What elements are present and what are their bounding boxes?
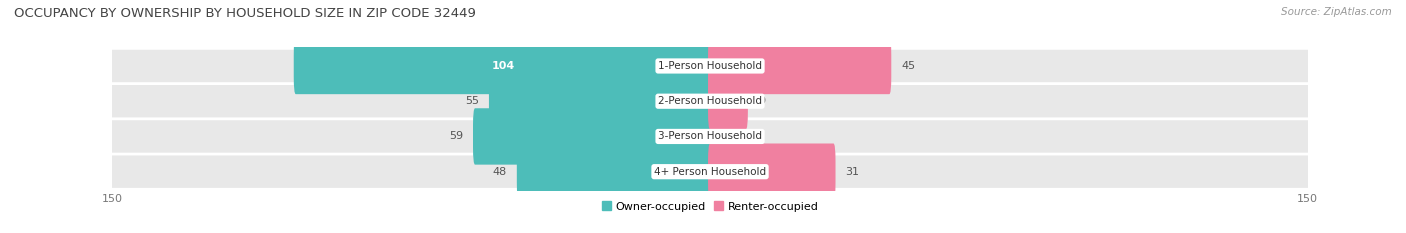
Text: 1-Person Household: 1-Person Household [658, 61, 762, 71]
Text: 59: 59 [449, 131, 463, 141]
Text: 45: 45 [901, 61, 915, 71]
FancyBboxPatch shape [709, 38, 891, 94]
FancyBboxPatch shape [93, 50, 1327, 82]
FancyBboxPatch shape [709, 144, 835, 200]
Text: 104: 104 [491, 61, 515, 71]
Text: 2-Person Household: 2-Person Household [658, 96, 762, 106]
FancyBboxPatch shape [93, 155, 1327, 188]
Text: 3-Person Household: 3-Person Household [658, 131, 762, 141]
Text: 48: 48 [492, 167, 508, 177]
FancyBboxPatch shape [709, 73, 748, 129]
Text: 4+ Person Household: 4+ Person Household [654, 167, 766, 177]
Text: 9: 9 [758, 96, 765, 106]
Text: 55: 55 [465, 96, 479, 106]
FancyBboxPatch shape [93, 120, 1327, 153]
Text: 0: 0 [723, 131, 728, 141]
FancyBboxPatch shape [517, 144, 711, 200]
Text: 31: 31 [845, 167, 859, 177]
FancyBboxPatch shape [489, 73, 711, 129]
Text: OCCUPANCY BY OWNERSHIP BY HOUSEHOLD SIZE IN ZIP CODE 32449: OCCUPANCY BY OWNERSHIP BY HOUSEHOLD SIZE… [14, 7, 477, 20]
FancyBboxPatch shape [472, 108, 711, 165]
Text: Source: ZipAtlas.com: Source: ZipAtlas.com [1281, 7, 1392, 17]
FancyBboxPatch shape [93, 85, 1327, 117]
Legend: Owner-occupied, Renter-occupied: Owner-occupied, Renter-occupied [602, 201, 818, 212]
FancyBboxPatch shape [294, 38, 711, 94]
